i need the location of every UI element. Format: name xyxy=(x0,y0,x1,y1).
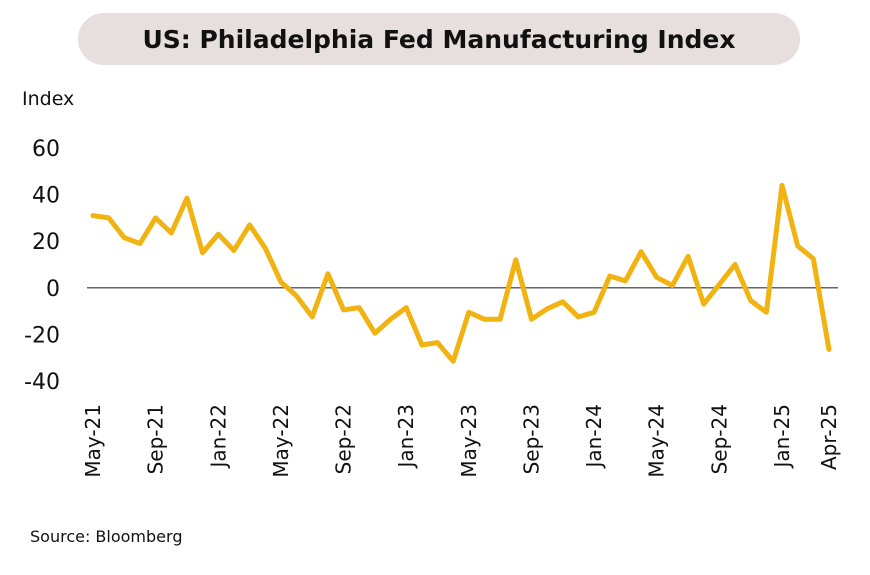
y-tick-label: -20 xyxy=(24,323,60,348)
y-tick-label: 20 xyxy=(32,230,60,255)
y-tick-label: 0 xyxy=(46,277,60,302)
x-tick-label: Sep-23 xyxy=(519,404,543,474)
x-tick-label: Apr-25 xyxy=(817,404,841,470)
x-tick-label: Sep-22 xyxy=(332,404,356,474)
title-banner: US: Philadelphia Fed Manufacturing Index xyxy=(78,13,800,65)
x-tick-label: Sep-21 xyxy=(144,404,168,474)
x-tick-label: May-22 xyxy=(269,404,293,478)
x-tick-label: Jan-23 xyxy=(394,404,418,470)
y-tick-label: -40 xyxy=(24,370,60,395)
y-axis-ticks: 60 40 20 0 -20 -40 xyxy=(24,137,60,395)
y-tick-label: 40 xyxy=(32,184,60,209)
chart-title: US: Philadelphia Fed Manufacturing Index xyxy=(142,24,736,54)
x-tick-label: May-21 xyxy=(81,404,105,478)
x-tick-label: Sep-24 xyxy=(707,404,731,474)
source-note: Source: Bloomberg xyxy=(30,527,183,546)
x-tick-label: Jan-22 xyxy=(206,404,230,470)
series-line xyxy=(90,182,832,364)
x-tick-label: May-24 xyxy=(645,404,669,478)
x-tick-label: Jan-24 xyxy=(582,404,606,470)
x-tick-label: Jan-25 xyxy=(770,404,794,470)
y-tick-label: 60 xyxy=(32,137,60,162)
x-axis-ticks: May-21 Sep-21 Jan-22 May-22 Sep-22 Jan-23 May-… xyxy=(81,404,841,478)
y-axis-label: Index xyxy=(22,88,75,110)
x-tick-label: May-23 xyxy=(457,404,481,478)
